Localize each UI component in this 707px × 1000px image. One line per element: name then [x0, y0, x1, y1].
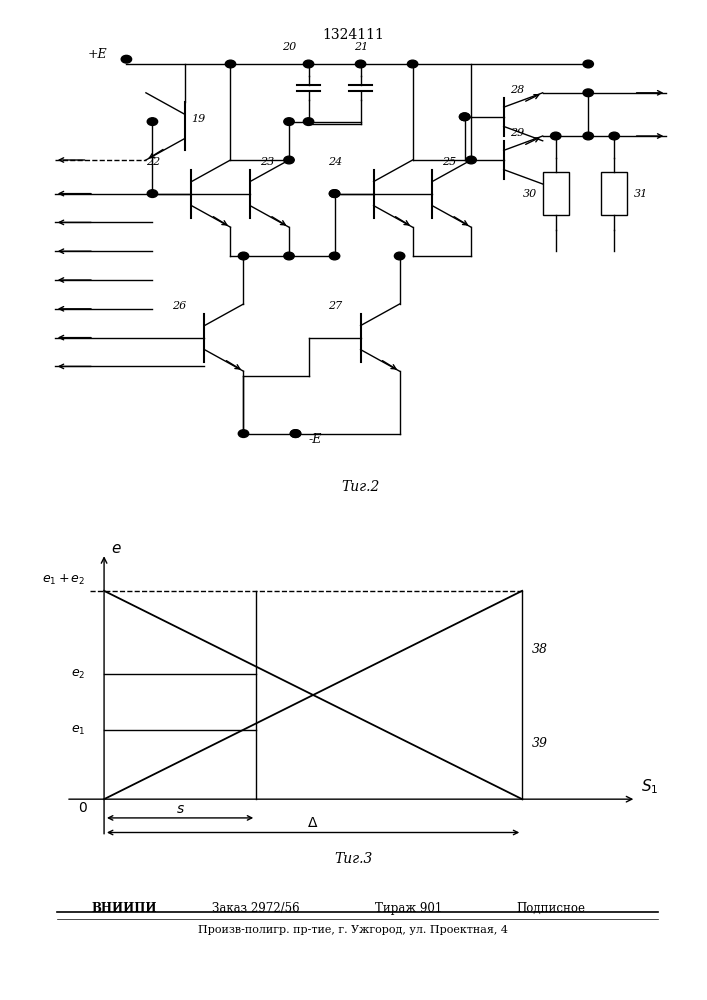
Text: $\Delta$: $\Delta$ — [308, 816, 319, 830]
Circle shape — [329, 190, 340, 197]
Text: $e_2$: $e_2$ — [71, 668, 85, 681]
Text: 23: 23 — [259, 157, 274, 167]
Circle shape — [291, 430, 300, 437]
Text: 30: 30 — [523, 189, 537, 199]
Circle shape — [551, 132, 561, 140]
Circle shape — [583, 132, 593, 140]
Circle shape — [407, 60, 418, 68]
Bar — [543, 172, 568, 215]
Text: $s$: $s$ — [175, 802, 185, 816]
Circle shape — [460, 113, 470, 121]
Circle shape — [395, 252, 405, 260]
Text: ВНИИПИ: ВНИИПИ — [92, 902, 158, 915]
Text: 38: 38 — [532, 643, 548, 656]
Text: 24: 24 — [328, 157, 342, 167]
Text: 19: 19 — [192, 114, 206, 124]
Circle shape — [238, 430, 249, 437]
Circle shape — [460, 113, 470, 121]
Circle shape — [583, 89, 593, 97]
Circle shape — [284, 118, 294, 125]
Text: Τиг.3: Τиг.3 — [334, 852, 373, 866]
Text: $0$: $0$ — [78, 801, 88, 815]
Text: $e_1+e_2$: $e_1+e_2$ — [42, 573, 85, 587]
Text: 28: 28 — [510, 85, 525, 95]
Text: 31: 31 — [633, 189, 648, 199]
Bar — [601, 172, 627, 215]
Circle shape — [284, 252, 294, 260]
Circle shape — [291, 430, 300, 437]
Text: 22: 22 — [146, 157, 160, 167]
Text: 21: 21 — [354, 42, 368, 52]
Text: $S_1$: $S_1$ — [641, 777, 658, 796]
Text: Заказ 2972/56: Заказ 2972/56 — [212, 902, 300, 915]
Circle shape — [147, 190, 158, 197]
Text: 29: 29 — [510, 128, 525, 138]
Text: Тираж 901: Тираж 901 — [375, 902, 442, 915]
Text: Произв-полигр. пр-тие, г. Ужгород, ул. Проектная, 4: Произв-полигр. пр-тие, г. Ужгород, ул. П… — [199, 925, 508, 935]
Circle shape — [583, 60, 593, 68]
Circle shape — [303, 118, 314, 125]
Text: $e_1$: $e_1$ — [71, 724, 85, 737]
Text: 39: 39 — [532, 737, 548, 750]
Circle shape — [238, 252, 249, 260]
Text: $e$: $e$ — [111, 542, 122, 556]
Circle shape — [147, 118, 158, 125]
Circle shape — [284, 156, 294, 164]
Circle shape — [609, 132, 619, 140]
Circle shape — [466, 156, 477, 164]
Circle shape — [121, 55, 132, 63]
Text: 25: 25 — [442, 157, 456, 167]
Text: Τиг.2: Τиг.2 — [341, 480, 380, 494]
Circle shape — [356, 60, 366, 68]
Text: +E: +E — [88, 48, 107, 61]
Text: 27: 27 — [328, 301, 342, 311]
Text: 1324111: 1324111 — [322, 28, 385, 42]
Circle shape — [303, 60, 314, 68]
Circle shape — [226, 60, 235, 68]
Circle shape — [329, 190, 340, 197]
Text: 26: 26 — [172, 301, 186, 311]
Text: Подписное: Подписное — [516, 902, 585, 915]
Circle shape — [329, 252, 340, 260]
Text: 20: 20 — [283, 42, 297, 52]
Text: -E: -E — [308, 433, 322, 446]
